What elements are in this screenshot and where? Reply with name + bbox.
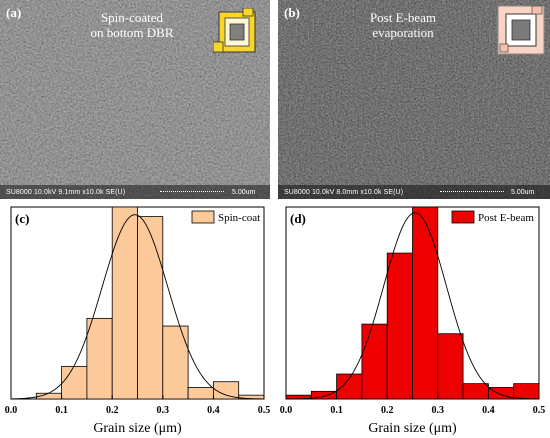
chart-0-xtick-label-0: 0.0 [5,405,18,416]
chart-1-xlabel: Grain size (μm) [368,421,457,436]
chart-1-bar-4 [386,252,413,400]
sem-image-spin-coated: (a) Spin-coated on bottom DBR SU8000 10.… [0,0,270,199]
panel-label-b: (b) [284,5,300,20]
scale-bar-a [160,188,224,192]
sem-caption-a: Spin-coated on bottom DBR [82,10,182,40]
histogram-spin-coat: 0.0 0.1 0.2 0.3 0.4 0.5 Grain size (μm) (c) Spin… [5,206,271,436]
chart-1-xtick-label-4: 0.4 [482,405,495,416]
chart-1-bar-9 [513,383,540,400]
chart-1-panel-label: (d) [290,211,306,226]
sem-caption-a-line1: Spin-coated [100,10,164,25]
panel-label-a: (a) [6,5,22,20]
inset-schematic-b [497,5,545,55]
chart-0-xtick-label-4: 0.4 [207,405,220,416]
chart-0-bar-8 [212,381,240,400]
scale-label-a: 5.00um [232,189,256,196]
chart-1-bar-7 [462,383,489,400]
chart-1-xtick-label-1: 0.1 [330,405,343,416]
chart-1-xtick-label-2: 0.2 [381,405,394,416]
chart-1-bar-6 [437,333,464,400]
chart-0-xtick-label-5: 0.5 [258,405,271,416]
chart-1-fit-curve [285,212,540,400]
sem-caption-b: Post E-beam evaporation [348,10,458,40]
chart-0-panel-label: (c) [15,211,29,226]
inset-schematic-a [213,8,256,53]
sem-caption-a-line2: on bottom DBR [90,25,174,40]
scale-label-b: 5.00um [511,189,535,196]
sem-caption-b-line2: evaporation [372,25,434,40]
chart-1-xtick-label-3: 0.3 [432,405,445,416]
chart-0-bar-3 [86,317,113,400]
chart-0-legend-label: Spin-coat [218,212,260,224]
chart-0-bar-4 [111,206,138,400]
scale-bar-b [440,188,504,192]
chart-0-legend-swatch [191,210,215,224]
chart-0-bar-5 [137,216,164,400]
chart-0-xtick-label-1: 0.1 [55,405,68,416]
chart-0-xlabel: Grain size (μm) [93,421,182,436]
chart-1-bar-3 [361,323,388,400]
chart-1-legend-label: Post E-beam [478,212,534,224]
chart-1-bar-5 [412,206,439,400]
chart-1-legend-swatch [451,210,475,224]
sem-footer-a: SU8000 10.0kV 9.1mm x10.0k SE(U) [6,189,126,196]
sem-caption-b-line1: Post E-beam [369,10,437,25]
chart-1-xtick-label-5: 0.5 [533,405,546,416]
sem-image-post-ebeam: (b) Post E-beam evaporation SU8000 10.0k… [278,0,550,199]
chart-0-xtick-label-2: 0.2 [106,405,119,416]
chart-0-fit-curve [10,214,265,400]
sem-footer-b: SU8000 10.0kV 8.0mm x10.0k SE(U) [284,189,404,196]
chart-1-xtick-label-0: 0.0 [280,405,293,416]
chart-0-xtick-label-3: 0.3 [157,405,170,416]
chart-0-bar-2 [61,365,88,400]
